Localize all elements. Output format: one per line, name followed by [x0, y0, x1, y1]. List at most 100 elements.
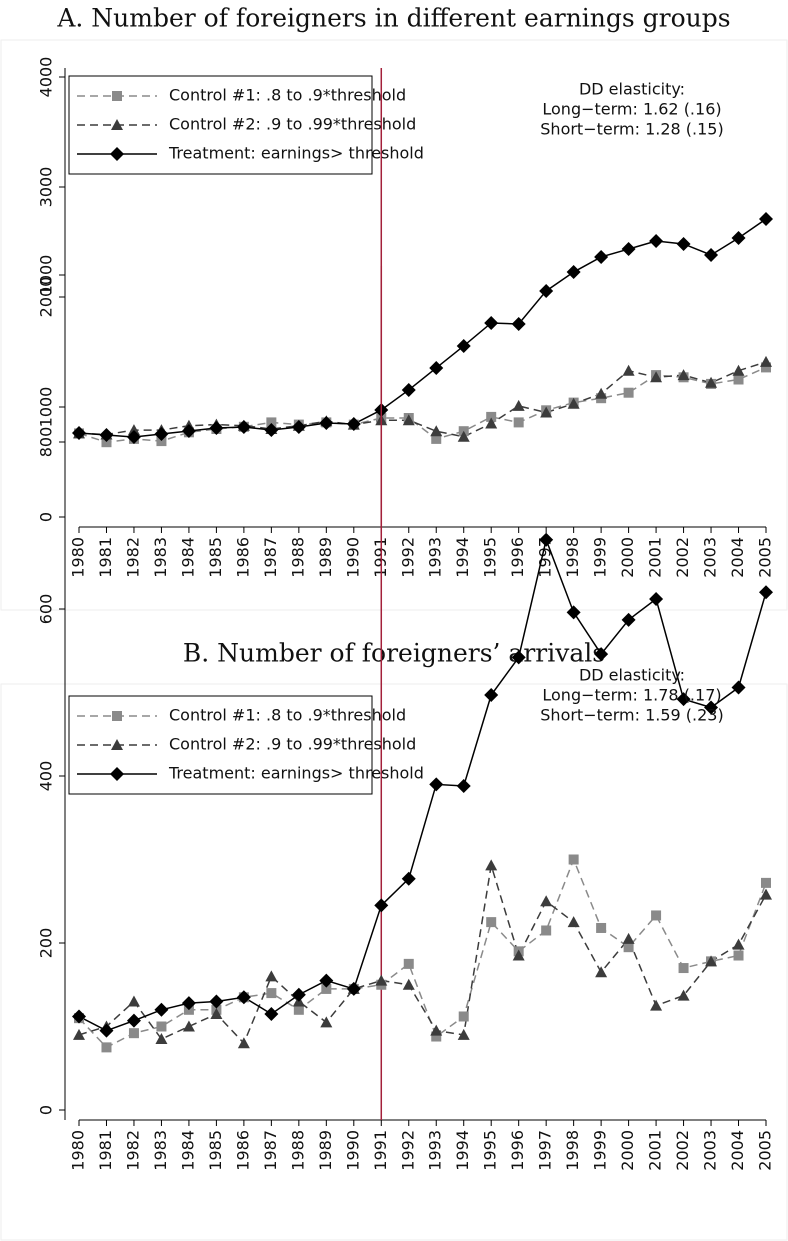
- marker-triangle: [430, 425, 443, 437]
- x-tick-label: 1983: [151, 1130, 170, 1171]
- annotation: DD elasticity:: [579, 666, 685, 685]
- y-tick-label: 400: [37, 761, 56, 792]
- annotation: Short−term: 1.28 (.15): [540, 120, 723, 139]
- x-tick-label: 2000: [618, 537, 637, 578]
- marker-triangle: [182, 1020, 195, 1032]
- series-line: [78, 361, 767, 438]
- marker-diamond: [484, 315, 499, 330]
- marker-triangle: [540, 406, 553, 418]
- x-tick-label: 1997: [536, 1130, 555, 1171]
- x-tick-label: 1987: [261, 537, 280, 578]
- x-tick-label: 2004: [728, 537, 747, 578]
- marker-diamond: [374, 898, 389, 913]
- marker-diamond: [759, 212, 773, 227]
- marker-square: [156, 1021, 167, 1032]
- legend-label: Control #2: .9 to .99*threshold: [169, 115, 416, 134]
- series-line: [78, 218, 767, 438]
- marker-square: [458, 1011, 469, 1022]
- y-tick-label: 2000: [37, 277, 56, 318]
- x-tick-label: 1995: [481, 537, 500, 578]
- marker-diamond: [511, 316, 526, 331]
- x-tick-label: 1999: [591, 537, 610, 578]
- marker-diamond: [291, 420, 306, 435]
- marker-diamond: [99, 428, 114, 443]
- y-tick-label: 4000: [37, 57, 56, 98]
- marker-triangle: [127, 995, 140, 1007]
- marker-triangle: [375, 974, 388, 986]
- marker-triangle: [485, 859, 498, 871]
- marker-square: [156, 436, 167, 447]
- x-tick-label: 1991: [371, 1130, 390, 1171]
- legend-marker: [111, 119, 123, 130]
- x-tick-label: 2001: [646, 537, 665, 578]
- x-tick-label: 2003: [701, 1130, 720, 1171]
- marker-diamond: [126, 1013, 141, 1028]
- marker-triangle: [650, 999, 663, 1011]
- marker-triangle: [402, 414, 415, 426]
- marker-triangle: [760, 355, 772, 367]
- marker-square: [486, 411, 497, 422]
- annotation: Short−term: 1.59 (.23): [540, 706, 723, 725]
- marker-triangle: [485, 417, 498, 429]
- marker-square: [293, 1004, 304, 1015]
- marker-square: [266, 417, 277, 428]
- marker-diamond: [181, 423, 196, 438]
- x-tick-label: 1998: [563, 537, 582, 578]
- marker-diamond: [72, 425, 86, 440]
- marker-square: [596, 922, 607, 933]
- chart-title: B. Number of foreigners’ arrivals: [183, 639, 605, 668]
- annotation: Long−term: 1.62 (.16): [542, 100, 721, 119]
- x-tick-label: 2000: [618, 1130, 637, 1171]
- x-tick-label: 1995: [481, 1130, 500, 1171]
- marker-triangle: [622, 932, 635, 944]
- x-tick-label: 1989: [316, 537, 335, 578]
- marker-triangle: [320, 1016, 333, 1028]
- marker-diamond: [594, 647, 609, 662]
- marker-square: [486, 917, 497, 928]
- x-tick-label: 1982: [123, 1130, 142, 1171]
- x-tick-label: 2002: [673, 537, 692, 578]
- x-tick-label: 1984: [178, 537, 197, 578]
- x-tick-label: 2002: [673, 1130, 692, 1171]
- x-tick-label: 1992: [398, 1130, 417, 1171]
- legend-marker: [111, 739, 123, 750]
- marker-square: [623, 387, 634, 398]
- x-tick-label: 1981: [96, 537, 115, 578]
- x-tick-label: 1994: [453, 537, 472, 578]
- marker-triangle: [705, 376, 718, 388]
- marker-square: [321, 983, 332, 994]
- marker-square: [128, 1028, 139, 1039]
- legend-marker: [110, 767, 124, 781]
- marker-triangle: [265, 970, 278, 982]
- marker-diamond: [566, 605, 581, 620]
- marker-diamond: [264, 422, 279, 437]
- legend-label: Control #1: .8 to .9*threshold: [169, 86, 406, 105]
- x-tick-label: 1982: [123, 537, 142, 578]
- panel-frame: [0, 39, 788, 611]
- y-tick-label: 1000: [37, 255, 56, 296]
- marker-diamond: [676, 692, 691, 707]
- x-tick-label: 2003: [701, 537, 720, 578]
- marker-square: [568, 854, 579, 865]
- y-tick-label: 3000: [37, 167, 56, 208]
- marker-triangle: [732, 364, 745, 376]
- marker-triangle: [677, 369, 690, 381]
- marker-diamond: [429, 360, 444, 375]
- annotation: Long−term: 1.78 (.17): [542, 686, 721, 705]
- legend-label: Control #2: .9 to .99*threshold: [169, 735, 416, 754]
- marker-triangle: [155, 1033, 168, 1045]
- marker-diamond: [704, 247, 719, 262]
- series-line: [78, 857, 767, 1049]
- marker-diamond: [594, 249, 609, 264]
- marker-square: [266, 988, 277, 999]
- marker-diamond: [539, 532, 554, 547]
- marker-diamond: [566, 265, 581, 280]
- y-tick-label: 200: [37, 928, 56, 959]
- marker-diamond: [649, 234, 664, 249]
- marker-square: [733, 950, 744, 961]
- y-tick-label: 600: [37, 594, 56, 625]
- y-tick-label: 1000: [37, 387, 56, 428]
- x-tick-label: 2005: [756, 537, 775, 578]
- marker-triangle: [540, 895, 553, 907]
